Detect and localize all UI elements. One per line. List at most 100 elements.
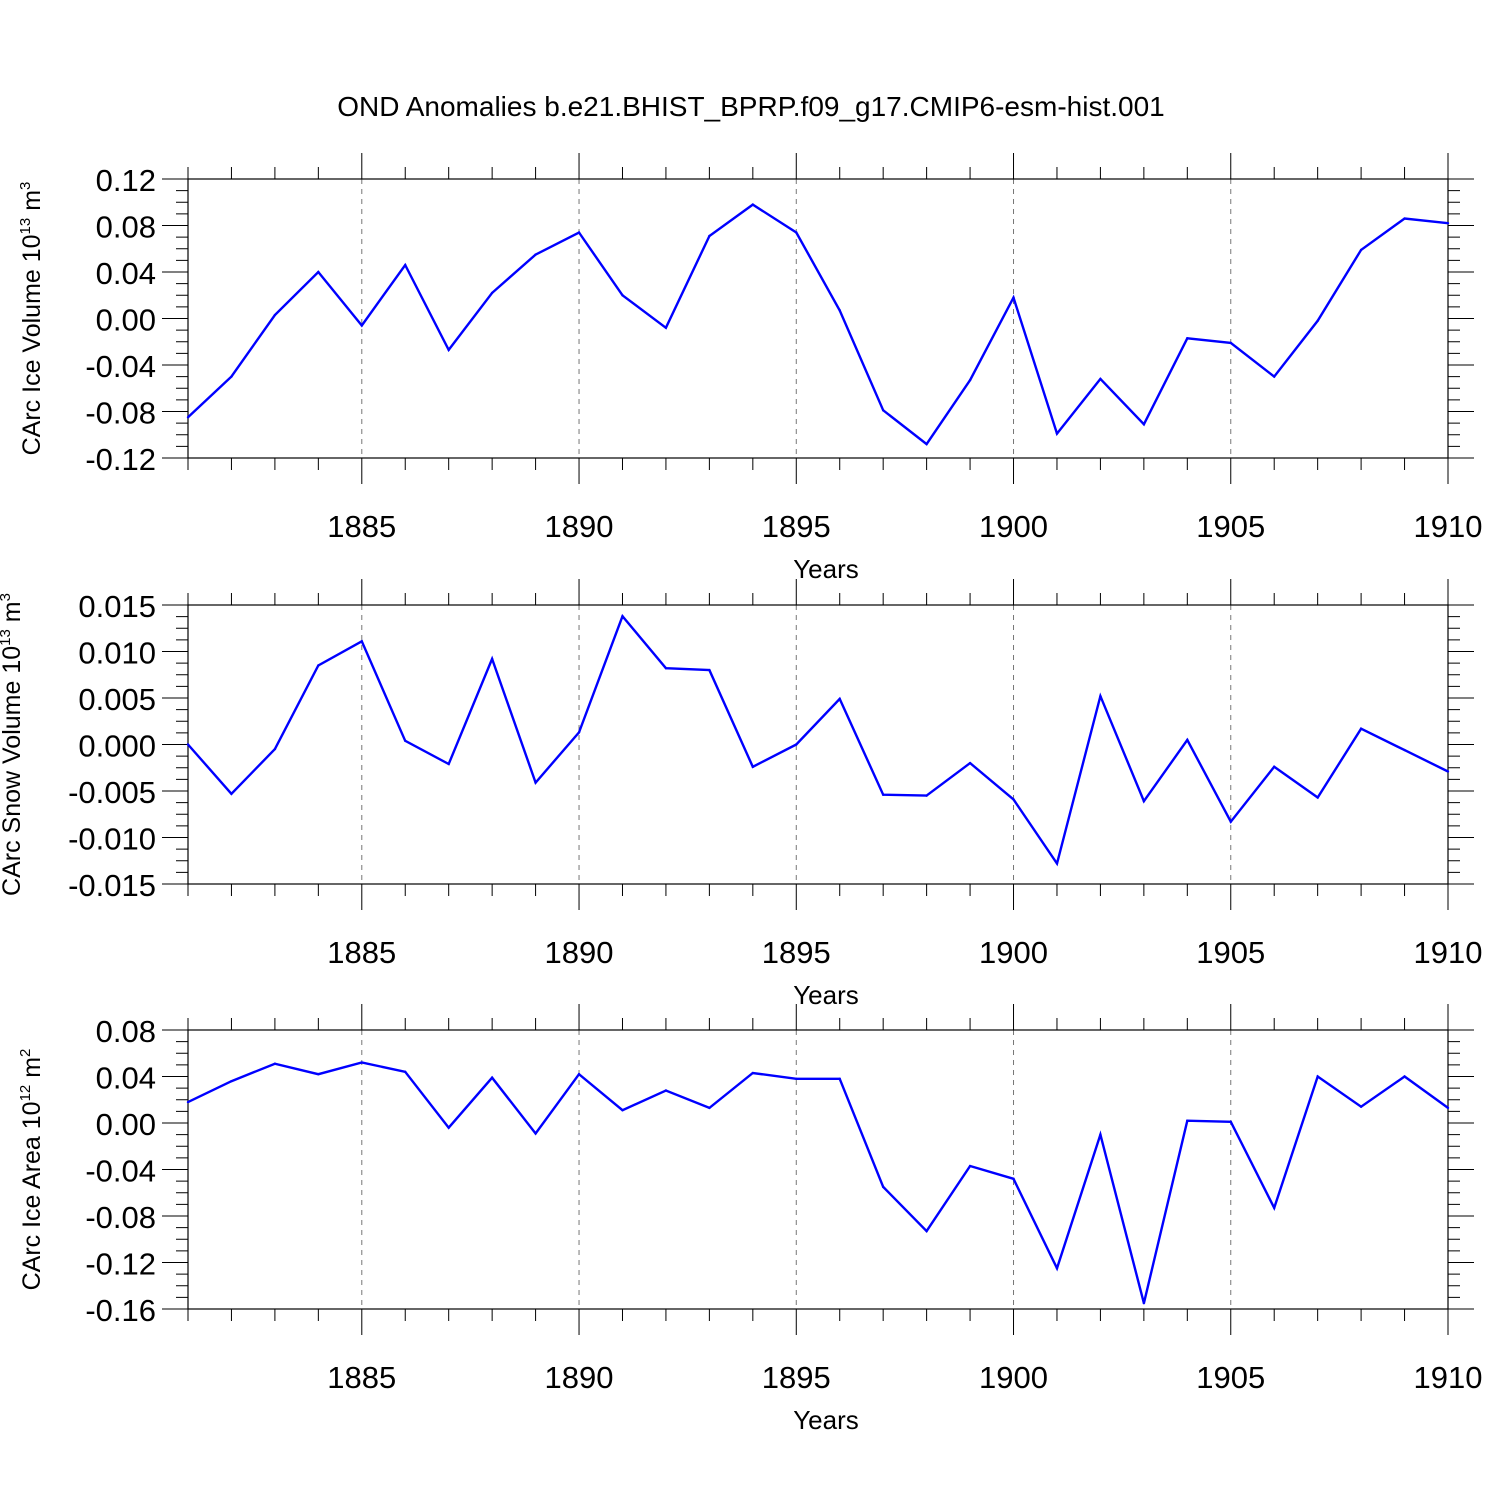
data-point — [664, 667, 668, 670]
data-point — [360, 1061, 363, 1064]
y-tick-label: -0.12 — [85, 442, 156, 477]
data-point — [838, 697, 841, 701]
chart-title: OND Anomalies b.e21.BHIST_BPRP.f09_g17.C… — [337, 91, 1164, 122]
y-tick-label: 0.04 — [96, 256, 156, 291]
data-point — [968, 378, 972, 382]
data-point — [1446, 221, 1450, 225]
y-tick-label: -0.04 — [85, 1154, 156, 1189]
data-point — [317, 664, 320, 667]
data-point — [1099, 1133, 1102, 1136]
data-point — [1446, 770, 1450, 773]
data-point — [1055, 432, 1059, 435]
data-point — [186, 1100, 190, 1104]
data-point — [1316, 796, 1319, 799]
data-point — [273, 747, 277, 751]
panels: -0.12 -0.08 -0.04 0.00 0.04 0.08 0.12 1885 1890 1… — [0, 153, 1482, 1435]
data-point — [1359, 727, 1363, 730]
data-point — [621, 294, 624, 297]
x-tick-label: 1890 — [545, 935, 614, 970]
data-point — [1142, 800, 1146, 803]
data-point — [1403, 217, 1406, 220]
plot-frame — [187, 178, 1449, 459]
x-tick-label: 1900 — [979, 509, 1048, 544]
data-point — [1142, 1301, 1146, 1305]
data-point — [1186, 738, 1189, 742]
x-tick-label: 1900 — [979, 935, 1048, 970]
y-tick-label: 0.010 — [78, 636, 156, 671]
x-tick-label: 1905 — [1196, 935, 1265, 970]
x-tick-label: 1910 — [1414, 1360, 1483, 1395]
data-point — [838, 1077, 841, 1081]
data-point — [621, 614, 624, 618]
data-point — [621, 1109, 624, 1112]
x-tick-label: 1905 — [1196, 1360, 1265, 1395]
data-point — [881, 1185, 885, 1189]
data-point — [1229, 341, 1232, 345]
data-point — [1316, 319, 1319, 323]
x-tick-label: 1890 — [545, 509, 614, 544]
data-point — [664, 326, 668, 329]
x-tick-label: 1885 — [327, 509, 396, 544]
data-point — [534, 1132, 537, 1135]
data-point — [925, 794, 928, 797]
data-point — [1012, 1177, 1015, 1181]
data-point — [577, 731, 581, 734]
data-point — [360, 640, 363, 643]
data-point — [404, 739, 407, 742]
data-point — [1403, 748, 1406, 752]
x-axis-label: Years — [793, 554, 859, 584]
data-point — [1403, 1075, 1406, 1078]
x-tick-label: 1895 — [762, 935, 831, 970]
data-point — [186, 743, 190, 746]
y-tick-label: 0.12 — [96, 163, 156, 198]
data-point — [230, 1079, 233, 1083]
data-point — [881, 409, 885, 412]
panel-2: -0.015 -0.010 -0.005 0.000 0.005 0.010 0.015 18… — [0, 579, 1482, 1010]
y-tick-label: 0.000 — [78, 729, 156, 764]
data-point — [186, 416, 190, 419]
data-point — [534, 253, 537, 256]
y-tick-label: 0.08 — [96, 1014, 156, 1049]
x-axis-label: Years — [793, 1405, 859, 1435]
x-tick-label: 1900 — [979, 1360, 1048, 1395]
data-point — [273, 1062, 277, 1065]
x-tick-label: 1905 — [1196, 509, 1265, 544]
x-tick-label: 1910 — [1414, 509, 1483, 544]
data-point — [751, 203, 755, 206]
x-axis-label: Years — [793, 980, 859, 1010]
x-tick-label: 1910 — [1414, 935, 1483, 970]
data-point — [751, 765, 755, 769]
data-point — [1012, 798, 1015, 801]
data-point — [881, 793, 885, 796]
data-point — [230, 375, 233, 378]
data-point — [1273, 375, 1276, 378]
y-tick-label: -0.08 — [85, 396, 156, 431]
data-point — [1229, 1120, 1232, 1124]
data-point — [577, 1072, 581, 1076]
data-point — [404, 263, 407, 267]
data-point — [317, 1072, 320, 1076]
data-point — [708, 1106, 711, 1110]
data-point — [447, 348, 450, 352]
series-line — [187, 613, 1449, 867]
y-axis-label: CArc Snow Volume 1013 m3 — [0, 593, 26, 896]
y-axis-label: CArc Ice Volume 1013 m3 — [17, 182, 46, 456]
x-tick-label: 1895 — [762, 509, 831, 544]
panel-1: -0.12 -0.08 -0.04 0.00 0.04 0.08 0.12 1885 1890 1… — [17, 153, 1482, 584]
data-point — [360, 324, 363, 327]
y-tick-label: 0.08 — [96, 210, 156, 245]
data-point — [795, 1077, 798, 1081]
x-tick-label: 1890 — [545, 1360, 614, 1395]
data-point — [751, 1071, 755, 1075]
data-point — [230, 792, 233, 795]
y-tick-label: -0.08 — [85, 1200, 156, 1235]
series-line — [187, 203, 1449, 446]
data-point — [534, 781, 537, 784]
data-point — [925, 1229, 928, 1233]
data-point — [664, 1089, 668, 1092]
data-point — [968, 1164, 972, 1168]
x-tick-label: 1885 — [327, 935, 396, 970]
data-point — [795, 231, 798, 234]
y-tick-label: 0.015 — [78, 589, 156, 624]
